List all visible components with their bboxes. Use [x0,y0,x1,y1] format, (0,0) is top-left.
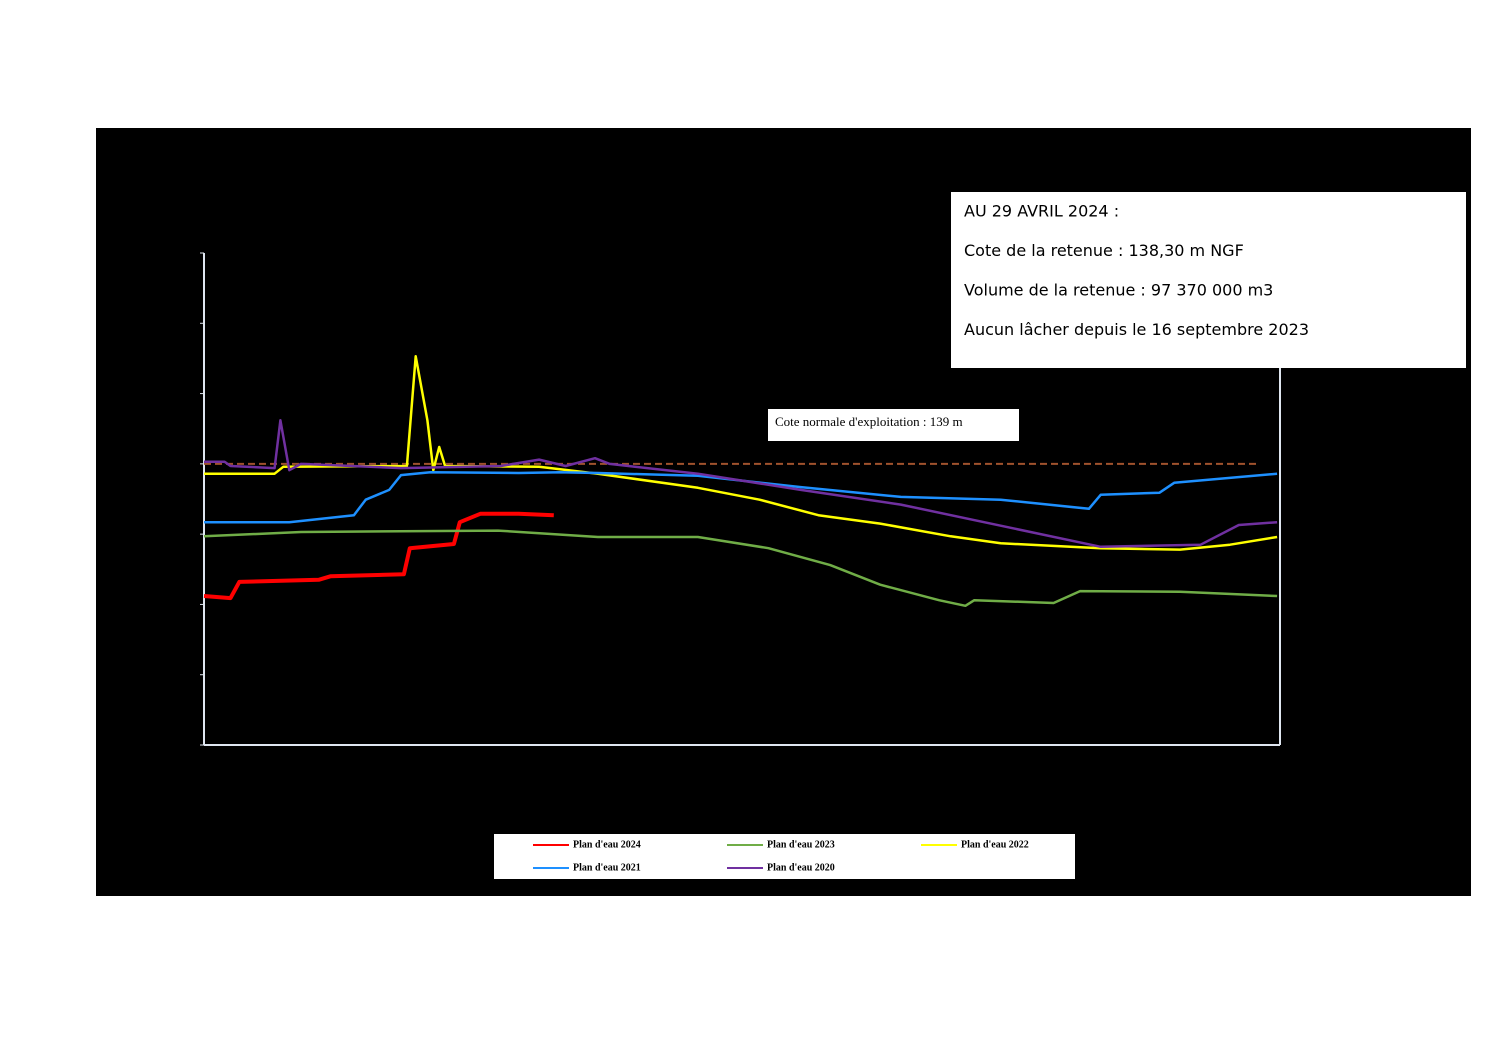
series-line [203,511,554,601]
reference-label: Cote normale d'exploitation : 139 m [775,414,963,429]
series-line [204,419,1278,549]
series-line [203,529,1278,608]
series-line [204,471,1278,524]
reference-label-box [768,409,1019,441]
legend-label: Plan d'eau 2021 [573,862,641,873]
legend-box [494,834,1075,879]
annotation-line: Volume de la retenue : 97 370 000 m3 [964,281,1273,300]
legend-label: Plan d'eau 2023 [767,839,835,850]
legend-label: Plan d'eau 2024 [573,839,641,850]
annotation-line: Aucun lâcher depuis le 16 septembre 2023 [964,320,1309,339]
legend-label: Plan d'eau 2022 [961,839,1029,850]
legend-label: Plan d'eau 2020 [767,862,835,873]
annotation-line: AU 29 AVRIL 2024 : [964,202,1119,221]
annotation-box [951,192,1466,368]
annotation-line: Cote de la retenue : 138,30 m NGF [964,241,1244,260]
